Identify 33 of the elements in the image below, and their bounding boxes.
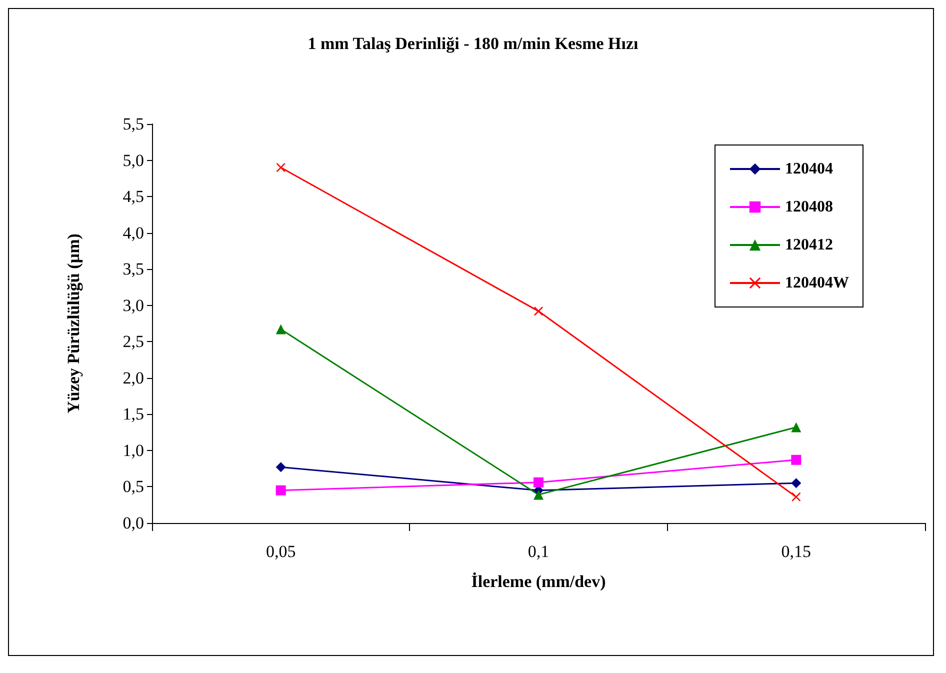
y-tick-label: 0,5 [122, 477, 144, 496]
x-tick-label: 0,1 [528, 542, 550, 561]
y-tick-label: 5,0 [122, 150, 144, 170]
point [276, 485, 286, 496]
x-axis-title: İlerleme (mm/dev) [471, 572, 606, 591]
y-tick-label: 4,5 [122, 187, 144, 206]
y-tick-label: 4,0 [122, 223, 144, 242]
point [276, 163, 286, 172]
point [534, 490, 544, 500]
y-tick-label: 1,5 [122, 404, 144, 424]
point [791, 422, 802, 432]
x-tick-label: 0,05 [266, 542, 296, 561]
y-tick-label: 2,5 [122, 332, 144, 352]
y-tick-label: 3,5 [122, 260, 144, 279]
legend-label: 120408 [785, 198, 833, 216]
point [276, 462, 286, 472]
y-tick-label: 1,0 [122, 440, 144, 460]
legend-label: 120404W [785, 274, 849, 292]
point [792, 492, 801, 502]
legend-label: 120412 [785, 236, 833, 254]
legend-label: 120404 [785, 160, 833, 178]
point [534, 477, 544, 488]
point [791, 478, 802, 488]
y-tick-label: 5,5 [122, 114, 144, 134]
point [791, 454, 802, 465]
y-axis-title: Yüzey Pürüzlülüğü (µm) [64, 234, 83, 414]
point [534, 306, 543, 316]
y-tick-label: 3,0 [122, 296, 144, 315]
x-tick-label: 0,15 [781, 542, 812, 561]
point [276, 324, 286, 334]
y-tick-label: 2,0 [122, 368, 144, 388]
y-tick-label: 0,0 [122, 514, 144, 532]
chart-title: 1 mm Talaş Derinliği - 180 m/min Kesme Hızı [308, 34, 639, 53]
